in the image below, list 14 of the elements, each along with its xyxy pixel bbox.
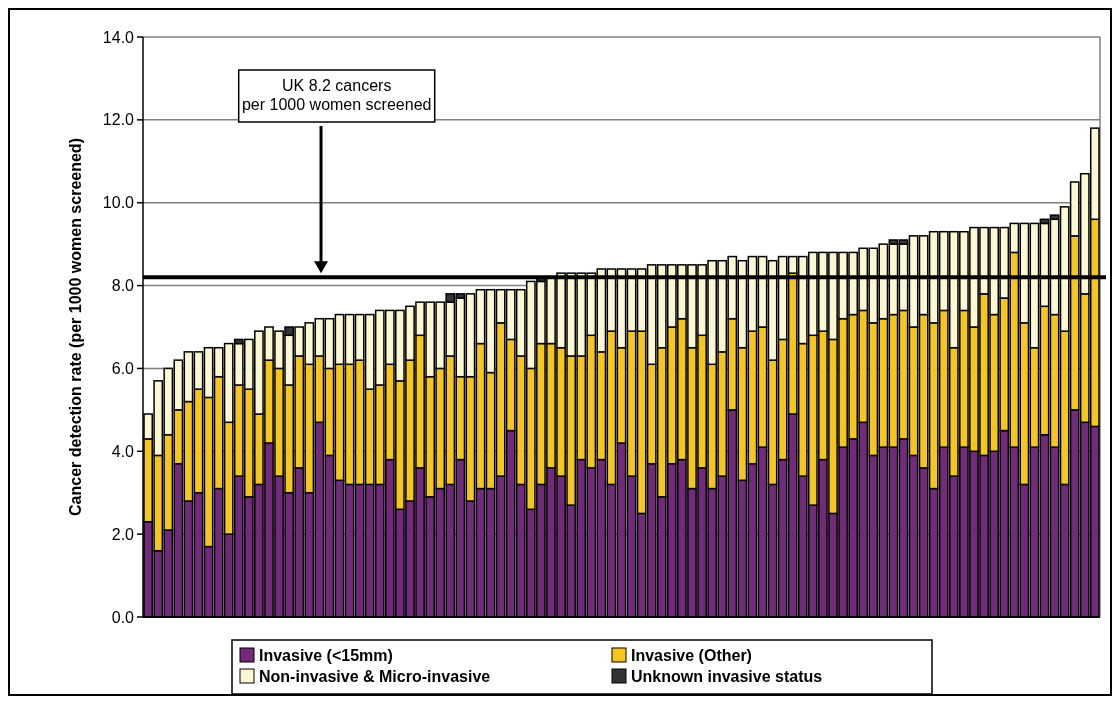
y-tick-label: 4.0: [111, 442, 135, 460]
y-tick-label: 12.0: [102, 111, 135, 129]
legend-label: Unknown invasive status: [631, 668, 823, 685]
y-tick-label: 2.0: [111, 525, 135, 543]
annotation: UK 8.2 cancers per 1000 women screened: [241, 77, 432, 113]
y-tick-label: 10.0: [102, 194, 135, 212]
legend-label: Invasive (Other): [631, 647, 752, 664]
legend-label: Invasive (<15mm): [259, 647, 393, 664]
y-axis-title: Cancer detection rate (per 1000 women screened): [67, 138, 84, 516]
legend-label: Non-invasive & Micro-invasive: [259, 668, 491, 685]
y-tick-label: 0.0: [111, 608, 135, 626]
y-tick-label: 14.0: [102, 28, 135, 46]
y-tick-label: 8.0: [111, 277, 135, 295]
y-tick-label: 6.0: [111, 360, 135, 378]
